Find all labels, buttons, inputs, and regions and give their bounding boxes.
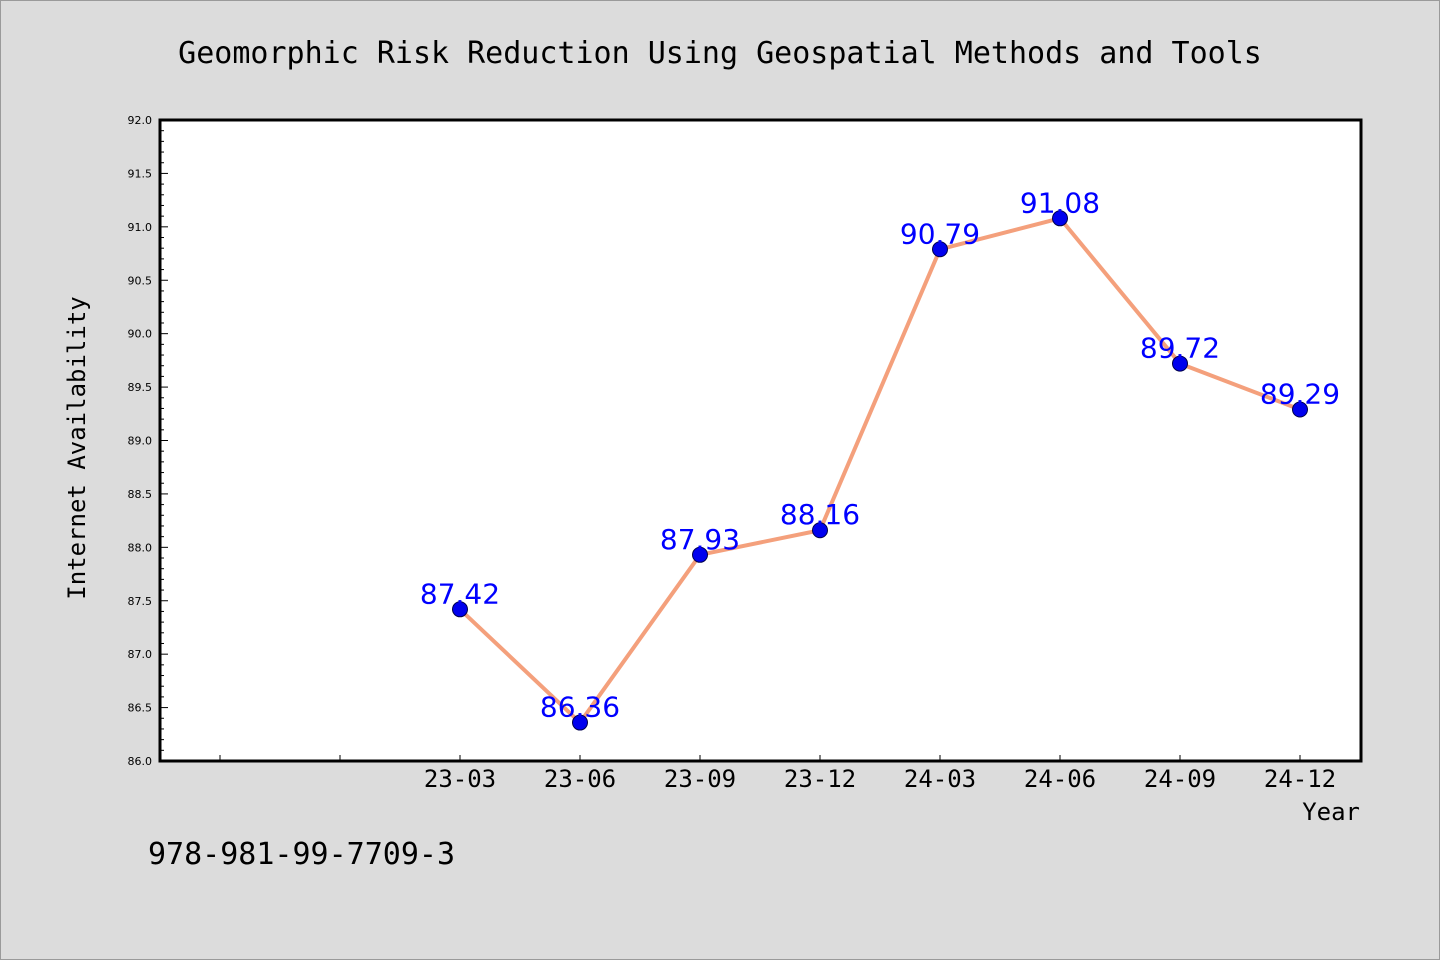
y-tick-label: 92.0 [128, 114, 153, 127]
y-tick-label: 86.0 [128, 755, 153, 768]
x-tick-label: 24-06 [1024, 765, 1096, 793]
data-label: 89.29 [1260, 378, 1340, 411]
data-label: 89.72 [1140, 332, 1220, 365]
plot-area [158, 118, 1363, 763]
data-label: 90.79 [900, 217, 980, 250]
y-tick-label: 90.0 [128, 328, 153, 341]
y-tick-label: 87.0 [128, 648, 153, 661]
y-tick-label: 89.5 [128, 381, 153, 394]
data-point [692, 546, 708, 563]
x-tick-label: 23-09 [664, 765, 736, 793]
data-label: 87.93 [660, 523, 740, 556]
y-tick-label: 86.5 [128, 702, 153, 715]
x-axis: 23-03 23-06 23-09 23-12 24-03 24-06 24-09 24-12 [219, 755, 1336, 793]
y-tick-label: 88.0 [128, 541, 153, 554]
data-label: 88.16 [780, 498, 860, 531]
x-tick-label: 23-03 [424, 765, 496, 793]
data-point [572, 714, 588, 731]
data-point [1172, 355, 1188, 372]
y-tick-label: 90.5 [128, 274, 153, 287]
data-label: 91.08 [1020, 186, 1100, 219]
x-tick-label: 23-06 [544, 765, 616, 793]
y-tick-label: 88.5 [128, 488, 153, 501]
data-label: 87.42 [420, 577, 500, 610]
x-axis-label: Year [1302, 798, 1360, 826]
data-point [452, 601, 468, 618]
data-point [1292, 401, 1308, 418]
data-point [1052, 210, 1068, 227]
y-axis: 86.0 86.5 87.0 87.5 88.0 88.5 89.0 89.5 90.0 90.5… [128, 114, 168, 768]
isbn-footer: 978-981-99-7709-3 [148, 837, 455, 872]
data-labels: 87.42 86.36 87.93 88.16 90.79 91.08 89.72 89.29 [420, 186, 1340, 723]
y-axis-label: Internet Availability [63, 296, 91, 599]
y-tick-label: 89.0 [128, 435, 153, 448]
data-point [932, 241, 948, 258]
y-tick-label: 91.5 [128, 167, 153, 180]
y-tick-label: 91.0 [128, 221, 153, 234]
data-point [812, 522, 828, 539]
x-tick-label: 24-09 [1144, 765, 1216, 793]
y-tick-label: 87.5 [128, 595, 153, 608]
x-tick-label: 24-12 [1264, 765, 1336, 793]
x-tick-label: 23-12 [784, 765, 856, 793]
series-polyline [458, 216, 1301, 725]
series-line [458, 216, 1301, 725]
series-markers [452, 210, 1308, 731]
x-tick-label: 24-03 [904, 765, 976, 793]
chart-title: Geomorphic Risk Reduction Using Geospati… [178, 36, 1262, 71]
data-label: 86.36 [540, 691, 620, 724]
